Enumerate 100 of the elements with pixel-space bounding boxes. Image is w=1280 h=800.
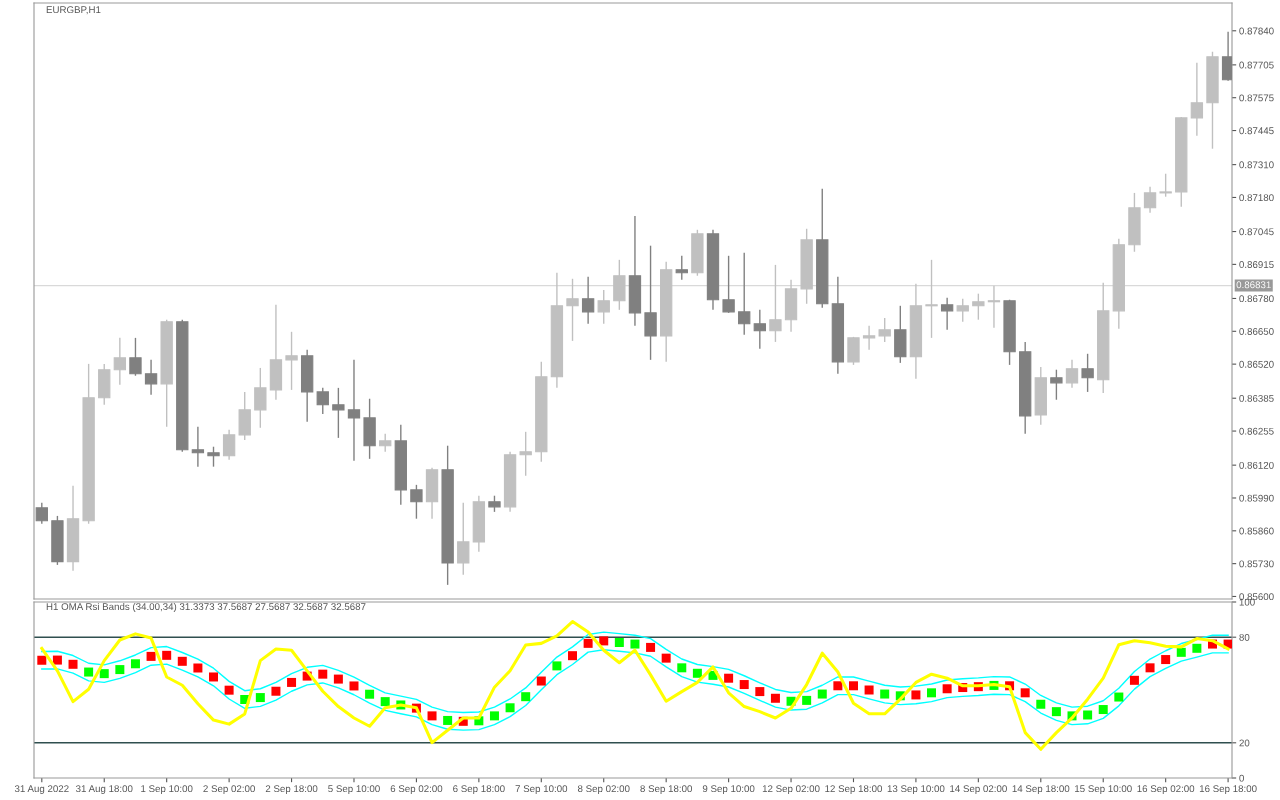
candlestick [847,336,860,366]
point [162,650,172,660]
candlestick [129,337,142,377]
line-series [41,649,1229,731]
point [552,661,562,671]
point [443,715,453,725]
point [1145,663,1155,673]
candlestick [457,502,470,576]
candlestick [738,252,751,336]
point [1083,710,1093,720]
point [1036,699,1046,709]
x-tick-label: 6 Sep 18:00 [453,785,505,795]
line-series [41,631,1229,714]
point [1176,647,1186,657]
point [817,689,827,699]
point [692,668,702,678]
point [349,681,359,691]
y-tick-label: 0.85730 [1239,560,1274,568]
candlestick [753,309,766,350]
y-tick-label: 0.87180 [1239,194,1274,202]
point [568,651,578,661]
point [1192,643,1202,653]
point [193,663,203,673]
candlestick [878,317,891,343]
candlestick [207,446,220,468]
ref-line-label: 0.86831 [1236,281,1271,289]
x-tick-label: 31 Aug 2022 [14,785,69,795]
y-tick-label: 100 [1239,598,1255,606]
x-tick-label: 14 Sep 18:00 [1012,785,1070,795]
y-tick-label: 0.86780 [1239,295,1274,303]
x-tick-label: 2 Sep 02:00 [203,785,255,795]
x-tick-label: 6 Sep 02:00 [390,785,443,795]
y-tick-label: 0 [1239,774,1244,782]
point [1098,705,1108,715]
point [1114,692,1124,702]
candlestick [1050,368,1063,401]
x-tick-label: 1 Sep 10:00 [141,785,193,795]
candlestick [316,387,329,415]
x-tick-label: 31 Aug 18:00 [75,785,133,795]
x-tick-label: 5 Sep 10:00 [328,785,380,795]
candlestick [222,429,236,461]
candlestick [347,359,361,462]
point [209,672,219,682]
candlestick [144,359,158,396]
y-tick-label: 0.87705 [1239,61,1274,69]
point [677,663,687,673]
y-tick-label: 0.86650 [1239,328,1274,335]
candlestick [1065,359,1079,389]
point [724,673,734,683]
point [380,697,390,707]
candlestick [285,331,298,391]
point [646,642,656,652]
candlestick [254,367,267,429]
point [880,689,890,699]
point [1020,688,1030,698]
point [661,653,671,663]
x-tick-label: 9 Sep 10:00 [702,785,755,795]
candlestick [722,255,735,314]
point [224,685,234,695]
candlestick [566,278,579,342]
point [599,636,609,646]
point [630,639,640,649]
y-tick-label: 0.85990 [1239,494,1274,502]
y-tick-label: 0.87575 [1239,94,1274,102]
point [802,695,812,705]
candlestick [972,292,985,321]
candlestick [987,285,1001,329]
point [911,690,921,700]
y-tick-label: 0.86385 [1239,394,1274,402]
y-tick-label: 0.87045 [1239,228,1274,236]
point [755,687,765,697]
candlestick [1159,173,1172,198]
candlestick [1081,353,1094,393]
x-tick-label: 16 Sep 18:00 [1199,785,1257,795]
y-tick-label: 0.86120 [1239,461,1274,469]
point [583,638,593,648]
x-tick-label: 12 Sep 18:00 [825,785,883,795]
candlestick [191,426,205,468]
candlestick [644,244,657,361]
line-series [40,620,1230,751]
point [833,681,843,691]
point [521,692,531,702]
point [1051,707,1061,717]
x-tick-label: 14 Sep 02:00 [950,785,1007,795]
point [146,651,156,661]
chart-title: EURGBP,H1 [46,6,101,15]
point [52,655,62,665]
candlestick [940,297,954,331]
y-tick-label: 0.87840 [1239,27,1274,35]
x-tick-label: 13 Sep 10:00 [887,785,945,795]
point [942,684,952,694]
y-tick-label: 0.87310 [1239,161,1274,169]
point [536,676,546,686]
x-tick-label: 12 Sep 02:00 [762,785,820,795]
y-tick-label: 0.85600 [1239,593,1274,601]
candlestick [35,502,48,525]
point [864,685,874,695]
candlestick [862,325,876,351]
point [739,680,749,690]
point [318,669,328,679]
